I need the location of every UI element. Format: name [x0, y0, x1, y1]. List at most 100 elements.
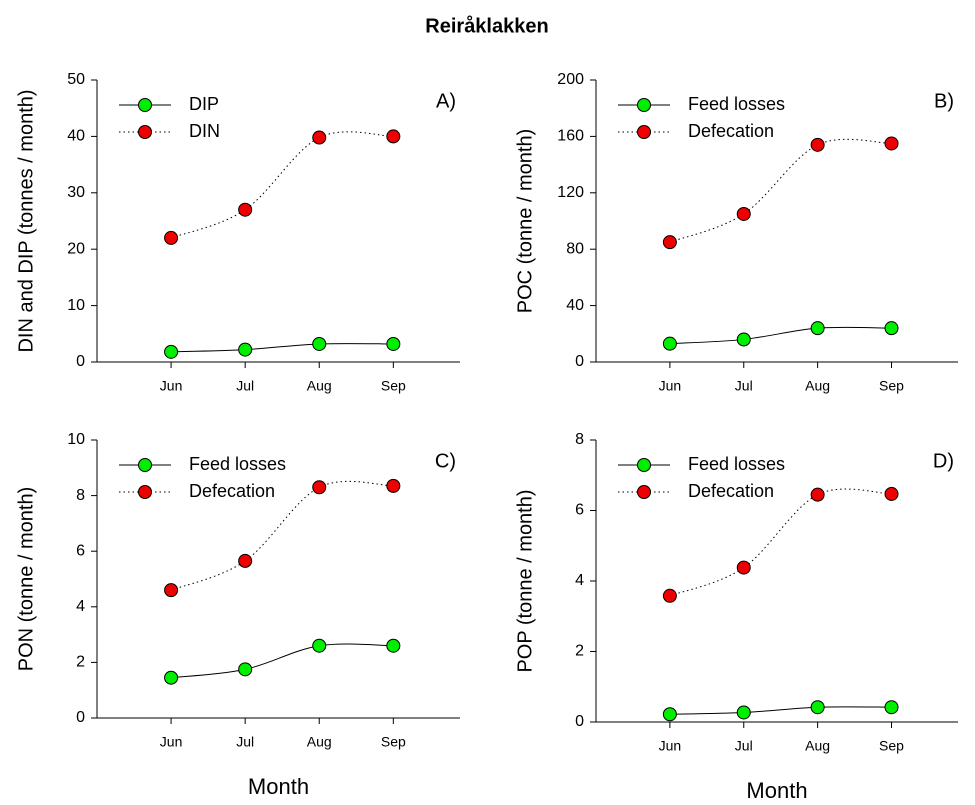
- data-point: [386, 638, 401, 653]
- data-point: [736, 332, 751, 347]
- data-point: [164, 344, 179, 359]
- panel-label: B): [934, 90, 954, 112]
- x-tick-label: Aug: [307, 378, 332, 394]
- data-point: [164, 670, 179, 685]
- x-tick-label: Sep: [879, 738, 904, 754]
- legend-label: DIN: [189, 121, 220, 141]
- y-axis-label: PON (tonne / month): [15, 487, 37, 672]
- series-line: [171, 343, 394, 353]
- y-tick-label: 40: [566, 297, 584, 314]
- legend-label: Defecation: [189, 481, 275, 501]
- y-tick-label: 200: [557, 71, 584, 88]
- y-tick-label: 2: [76, 654, 85, 671]
- data-point: [662, 336, 677, 351]
- x-tick-label: Jul: [735, 378, 753, 394]
- x-tick-label: Jun: [160, 378, 183, 394]
- y-tick-label: 0: [575, 353, 584, 370]
- y-tick-label: 2: [575, 643, 584, 660]
- y-tick-label: 120: [557, 184, 584, 201]
- y-tick-label: 0: [76, 353, 85, 370]
- legend-marker: [138, 485, 152, 499]
- x-tick-label: Jun: [160, 734, 183, 750]
- legend-label: Feed losses: [189, 454, 286, 474]
- y-tick-label: 20: [67, 240, 85, 257]
- series-line: [669, 138, 892, 243]
- y-tick-label: 10: [67, 297, 85, 314]
- y-axis-label: DIN and DIP (tonnes / month): [15, 89, 37, 352]
- y-axis-label: POP (tonne / month): [514, 489, 536, 672]
- x-tick-label: Jun: [659, 378, 682, 394]
- data-point: [736, 206, 751, 221]
- legend-label: DIP: [189, 94, 219, 114]
- y-tick-label: 4: [575, 572, 584, 589]
- panel-label: C): [435, 450, 456, 472]
- y-tick-label: 8: [76, 487, 85, 504]
- legend-label: Defecation: [688, 121, 774, 141]
- x-tick-label: Jul: [735, 738, 753, 754]
- y-tick-label: 4: [76, 598, 85, 615]
- data-point: [810, 487, 825, 502]
- legend-marker: [637, 125, 651, 139]
- legend-label: Feed losses: [688, 94, 785, 114]
- x-axis-label: Month: [746, 778, 807, 803]
- legend-marker: [637, 458, 651, 472]
- data-point: [238, 342, 253, 357]
- data-point: [386, 129, 401, 144]
- data-point: [312, 480, 327, 495]
- data-point: [164, 583, 179, 598]
- data-point: [312, 336, 327, 351]
- y-tick-label: 0: [76, 709, 85, 726]
- data-point: [164, 230, 179, 245]
- data-point: [736, 560, 751, 575]
- series-line: [669, 706, 892, 715]
- legend-label: Defecation: [688, 481, 774, 501]
- x-tick-label: Sep: [381, 378, 406, 394]
- data-point: [662, 707, 677, 722]
- y-tick-label: 30: [67, 184, 85, 201]
- x-tick-label: Aug: [805, 738, 830, 754]
- legend-marker: [138, 125, 152, 139]
- data-point: [884, 321, 899, 336]
- data-point: [386, 478, 401, 493]
- y-tick-label: 10: [67, 431, 85, 448]
- legend-marker: [637, 485, 651, 499]
- figure-title: Reiråklakken: [425, 14, 548, 37]
- data-point: [238, 553, 253, 568]
- data-point: [662, 588, 677, 603]
- y-tick-label: 6: [76, 542, 85, 559]
- series-line: [170, 131, 394, 239]
- x-tick-label: Sep: [381, 734, 406, 750]
- y-tick-label: 0: [575, 713, 584, 730]
- series-line: [171, 643, 394, 679]
- x-tick-label: Aug: [805, 378, 830, 394]
- y-tick-label: 80: [566, 240, 584, 257]
- data-point: [312, 638, 327, 653]
- y-tick-label: 8: [575, 431, 584, 448]
- panel-label: D): [933, 450, 954, 472]
- y-tick-label: 160: [557, 128, 584, 145]
- data-point: [238, 662, 253, 677]
- data-point: [884, 700, 899, 715]
- legend-marker: [138, 458, 152, 472]
- y-tick-label: 40: [67, 128, 85, 145]
- data-point: [810, 700, 825, 715]
- series-line: [669, 488, 892, 597]
- x-tick-label: Sep: [879, 378, 904, 394]
- series-line: [669, 326, 892, 345]
- data-point: [662, 235, 677, 250]
- data-point: [736, 705, 751, 720]
- data-point: [884, 486, 899, 501]
- y-tick-label: 50: [67, 71, 85, 88]
- panel-label: A): [436, 90, 456, 112]
- legend-marker: [637, 98, 651, 112]
- x-tick-label: Aug: [307, 734, 332, 750]
- data-point: [810, 321, 825, 336]
- data-point: [238, 202, 253, 217]
- x-axis-label: Month: [248, 774, 309, 799]
- x-tick-label: Jul: [236, 378, 254, 394]
- x-tick-label: Jun: [659, 738, 682, 754]
- data-point: [810, 137, 825, 152]
- legend-label: Feed losses: [688, 454, 785, 474]
- data-point: [386, 336, 401, 351]
- y-tick-label: 6: [575, 502, 584, 519]
